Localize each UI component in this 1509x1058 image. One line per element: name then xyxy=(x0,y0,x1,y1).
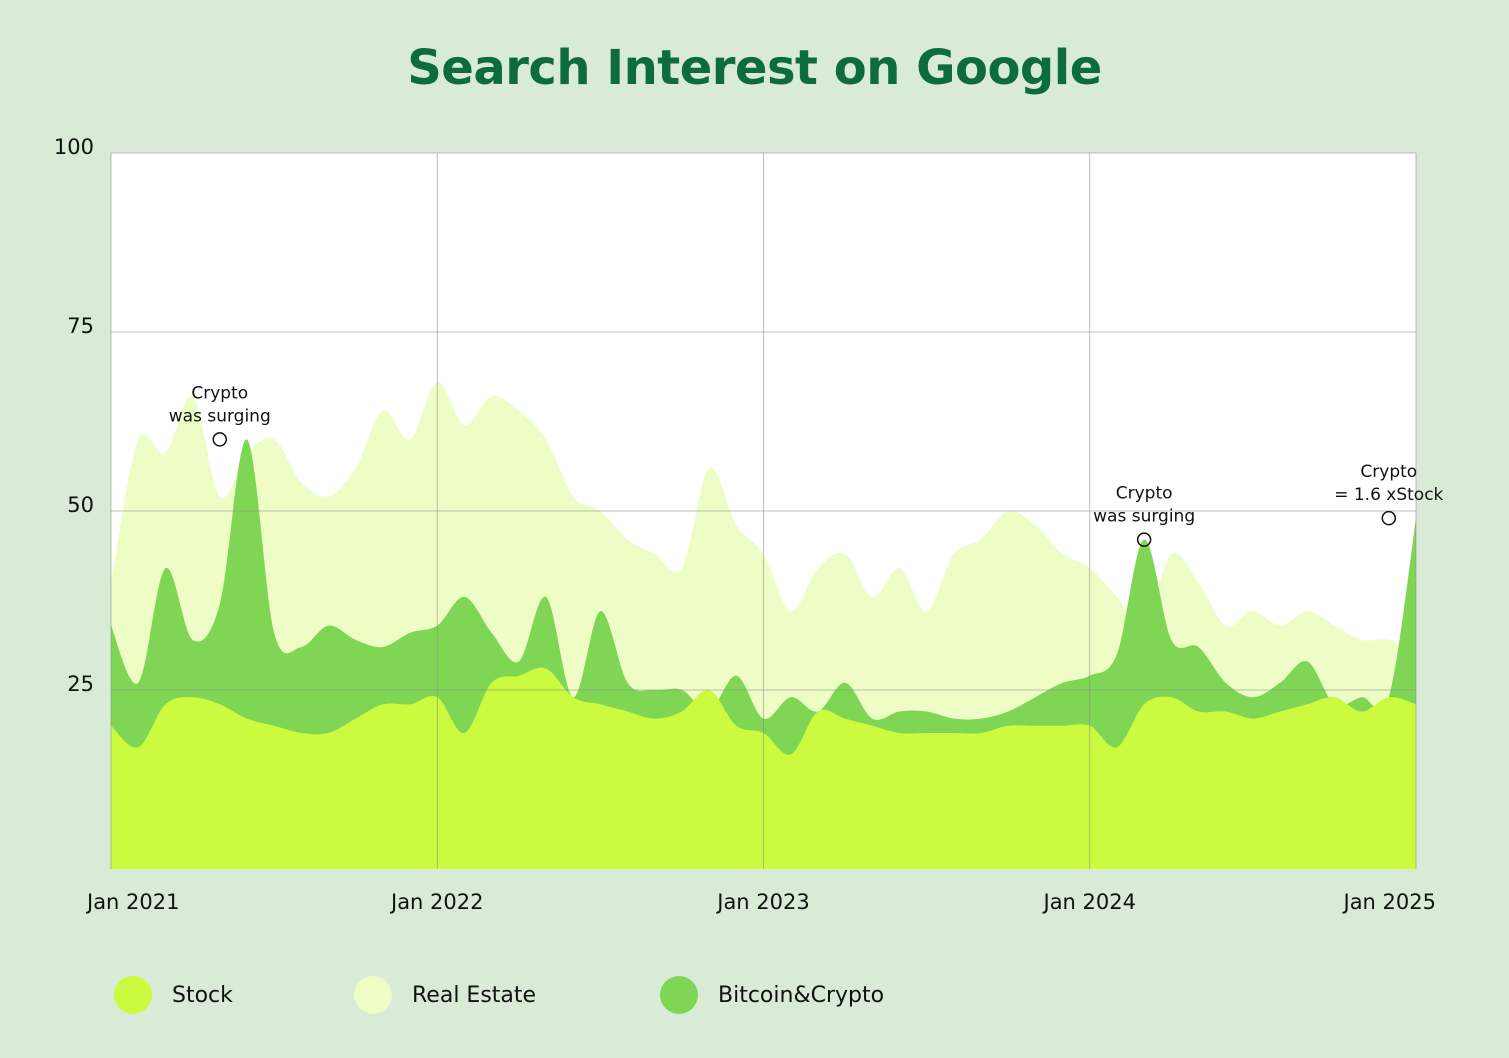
annotation-label: Crypto xyxy=(1116,484,1173,504)
legend-label-bitcoin-crypto: Bitcoin&Crypto xyxy=(718,982,885,1008)
annotation-3: Crypto = 1.6 xStock xyxy=(1334,462,1444,526)
annotation-label: = 1.6 xStock xyxy=(1334,485,1443,505)
legend-label-stock: Stock xyxy=(172,982,233,1008)
x-tick-label: Jan 2025 xyxy=(1342,890,1437,914)
chart-grid xyxy=(110,152,1417,869)
annotation-marker xyxy=(1381,510,1397,526)
legend-item-real-estate: Real Estate xyxy=(354,976,660,1014)
legend-swatch-bitcoin-crypto xyxy=(660,976,698,1014)
annotation-label: Crypto xyxy=(1360,462,1417,482)
y-tick-label: 50 xyxy=(67,493,94,517)
annotation-2: Crypto was surging xyxy=(1093,484,1195,547)
annotation-1: Crypto was surging xyxy=(169,383,271,447)
x-tick-label: Jan 2022 xyxy=(389,890,484,914)
annotation-marker xyxy=(212,432,227,447)
y-tick-label: 25 xyxy=(67,672,94,696)
annotation-label: Crypto xyxy=(191,383,248,403)
legend-item-bitcoin-crypto: Bitcoin&Crypto xyxy=(660,976,884,1014)
legend-swatch-stock xyxy=(114,976,152,1014)
annotation-label: was surging xyxy=(1093,507,1195,527)
x-tick-label: Jan 2024 xyxy=(1042,890,1137,914)
y-tick-label: 75 xyxy=(67,314,94,338)
x-tick-label: Jan 2021 xyxy=(85,890,180,914)
annotation-marker xyxy=(1136,532,1152,547)
legend-swatch-real-estate xyxy=(354,976,392,1014)
y-tick-label: 100 xyxy=(54,135,94,159)
legend-item-stock: Stock xyxy=(114,976,354,1014)
legend-label-real-estate: Real Estate xyxy=(412,982,537,1008)
chart-tick-labels: 100 75 50 25 Jan 2021 Jan 2022 Jan 2023 Jan 202… xyxy=(54,135,1436,914)
annotation-label: was surging xyxy=(169,406,271,426)
chart-title: Search Interest on Google xyxy=(407,40,1102,96)
chart-legend: Stock Real Estate Bitcoin&Crypto xyxy=(114,975,884,1015)
x-tick-label: Jan 2023 xyxy=(715,890,810,914)
